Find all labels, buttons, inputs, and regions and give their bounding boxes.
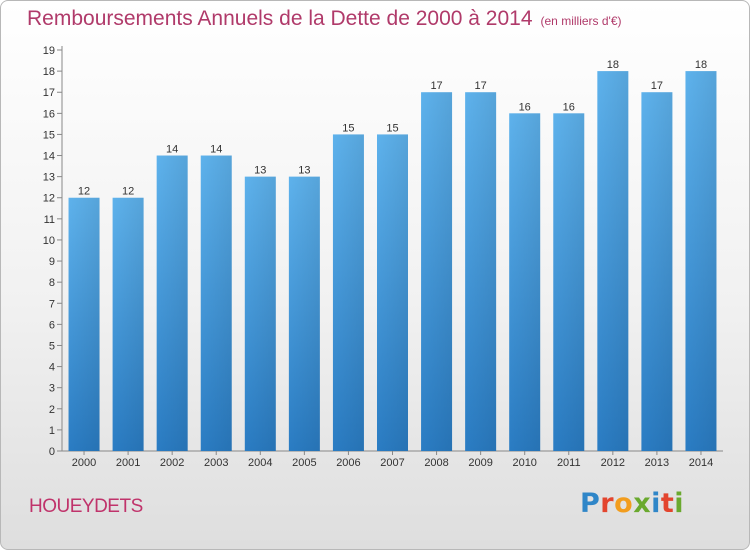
chart-frame: Remboursements Annuels de la Dette de 20… xyxy=(0,0,750,550)
y-tick-label: 14 xyxy=(43,151,55,163)
bar-value-label: 16 xyxy=(519,101,531,113)
x-tick-label: 2003 xyxy=(204,457,228,469)
x-tick-label: 2007 xyxy=(380,457,404,469)
bar-shade xyxy=(641,92,672,451)
x-tick-label: 2008 xyxy=(424,457,448,469)
logo-letter: t xyxy=(661,488,674,519)
bar-shade xyxy=(465,92,496,451)
bar-shade xyxy=(377,134,408,451)
x-tick-label: 2004 xyxy=(248,457,272,469)
y-tick-label: 19 xyxy=(43,45,55,57)
y-tick-label: 9 xyxy=(49,256,55,268)
bar-value-label: 14 xyxy=(166,144,178,156)
x-tick-label: 2001 xyxy=(116,457,140,469)
bar-value-label: 18 xyxy=(695,59,707,71)
bar-shade xyxy=(157,156,188,451)
bar-shade xyxy=(509,113,540,451)
y-tick-label: 3 xyxy=(49,383,55,395)
y-tick-label: 11 xyxy=(44,214,55,226)
bar-value-label: 12 xyxy=(122,186,134,198)
logo-letter: P xyxy=(580,488,600,519)
bar-value-label: 14 xyxy=(210,144,222,156)
bar-shade xyxy=(113,198,144,451)
y-tick-label: 16 xyxy=(43,108,55,120)
y-tick-label: 18 xyxy=(43,66,55,78)
x-tick-label: 2010 xyxy=(512,457,536,469)
bar-shade xyxy=(597,71,628,451)
bar-value-label: 15 xyxy=(386,122,398,134)
x-tick-label: 2011 xyxy=(557,457,581,469)
x-tick-label: 2013 xyxy=(645,457,669,469)
x-tick-label: 2012 xyxy=(601,457,625,469)
logo-letter: i xyxy=(674,488,684,519)
x-tick-label: 2002 xyxy=(160,457,184,469)
bar-shade xyxy=(289,177,320,451)
y-tick-label: 10 xyxy=(43,235,55,247)
logo-letter: o xyxy=(614,488,633,519)
y-tick-label: 4 xyxy=(49,362,55,374)
x-axis: 2000 2001 2002 2003 2004 2005 2006 2007 2008 2009… xyxy=(62,451,723,469)
bar-value-label: 17 xyxy=(475,80,487,92)
bar-chart: 012345678910111213141516171819 2000 2001 2… xyxy=(1,1,750,550)
bar-shade xyxy=(245,177,276,451)
bar-shade xyxy=(201,156,232,451)
bar-value-label: 18 xyxy=(607,59,619,71)
x-tick-label: 2006 xyxy=(336,457,360,469)
bar-value-label: 16 xyxy=(563,101,575,113)
y-tick-label: 8 xyxy=(49,277,55,289)
proxiti-logo[interactable]: Proxiti xyxy=(580,488,684,519)
y-tick-label: 6 xyxy=(49,319,55,331)
y-tick-label: 5 xyxy=(49,340,55,352)
y-tick-label: 2 xyxy=(49,404,55,416)
logo-letter: r xyxy=(600,488,614,519)
bar-value-label: 13 xyxy=(298,165,310,177)
y-tick-label: 12 xyxy=(43,193,55,205)
bar-shade xyxy=(421,92,452,451)
bar-shade xyxy=(685,71,716,451)
y-tick-label: 17 xyxy=(43,87,55,99)
x-tick-label: 2005 xyxy=(292,457,316,469)
bar-shade xyxy=(69,198,100,451)
bar-value-label: 17 xyxy=(430,80,442,92)
logo-letter: i xyxy=(651,488,661,519)
bar-value-label: 13 xyxy=(254,165,266,177)
y-tick-label: 7 xyxy=(49,298,55,310)
bar-value-label: 15 xyxy=(342,122,354,134)
logo-letter: x xyxy=(633,488,651,519)
x-tick-label: 2000 xyxy=(72,457,96,469)
bar-shade xyxy=(333,134,364,451)
y-tick-label: 15 xyxy=(43,129,55,141)
commune-name: HOUEYDETS xyxy=(29,496,143,518)
y-tick-label: 1 xyxy=(49,425,55,437)
x-tick-label: 2009 xyxy=(468,457,492,469)
x-tick-label: 2014 xyxy=(689,457,713,469)
bar-value-label: 12 xyxy=(78,186,90,198)
y-tick-label: 0 xyxy=(49,446,55,458)
y-tick-label: 13 xyxy=(43,172,55,184)
bar-value-label: 17 xyxy=(651,80,663,92)
bar-shade xyxy=(553,113,584,451)
